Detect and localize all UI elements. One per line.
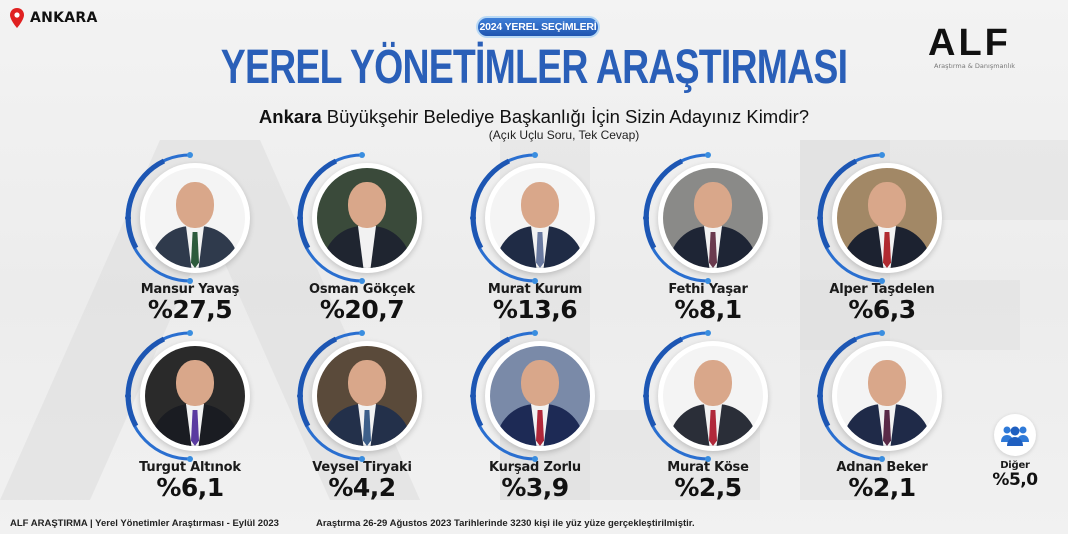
candidate-percentage: %2,5	[674, 473, 742, 502]
other-card: Diğer %5,0	[990, 414, 1040, 489]
candidate-name: Kurşad Zorlu	[489, 460, 581, 475]
candidate-card: Murat Köse %2,5	[628, 330, 788, 501]
candidate-percentage: %3,9	[501, 473, 569, 502]
other-label: Diğer	[1000, 460, 1030, 471]
election-badge: 2024 YEREL SEÇİMLERİ	[476, 16, 600, 38]
arc-decoration-icon	[297, 152, 365, 284]
photo-ring	[642, 330, 774, 462]
photo-ring	[296, 330, 428, 462]
candidate-percentage: %6,3	[848, 295, 916, 324]
arc-decoration-icon	[817, 330, 885, 462]
candidate-name: Murat Kurum	[487, 282, 583, 297]
candidate-card: Osman Gökçek %20,7	[282, 152, 442, 323]
location-label: ANKARA	[30, 10, 98, 26]
candidate-percentage: %8,1	[674, 295, 742, 324]
photo-ring	[642, 152, 774, 284]
portrait	[317, 168, 417, 268]
candidate-photo	[140, 341, 250, 451]
candidate-name: Osman Gökçek	[309, 282, 415, 297]
portrait	[490, 346, 590, 446]
question-text: Büyükşehir Belediye Başkanlığı İçin Sizi…	[326, 106, 810, 127]
candidate-card: Murat Kurum %13,6	[455, 152, 615, 323]
footer-source: ALF ARAŞTIRMA | Yerel Yönetimler Araştır…	[10, 518, 279, 529]
arc-decoration-icon	[470, 330, 538, 462]
candidate-card: Alper Taşdelen %6,3	[802, 152, 962, 323]
candidate-percentage: %4,2	[328, 473, 396, 502]
candidate-percentage: %13,6	[492, 295, 578, 324]
arc-decoration-icon	[125, 152, 193, 284]
brand-name: ALF	[928, 22, 1011, 64]
question-note: (Açık Uçlu Soru, Tek Cevap)	[488, 128, 640, 142]
candidate-photo	[140, 163, 250, 273]
candidate-photo	[312, 341, 422, 451]
candidate-photo	[312, 163, 422, 273]
candidate-photo	[832, 341, 942, 451]
candidate-card: Kurşad Zorlu %3,9	[455, 330, 615, 501]
candidate-photo	[485, 341, 595, 451]
candidate-name: Veysel Tiryaki	[312, 460, 412, 475]
other-percentage: %5,0	[992, 470, 1038, 490]
portrait	[145, 168, 245, 268]
candidate-name: Turgut Altınok	[139, 460, 241, 475]
candidate-card: Veysel Tiryaki %4,2	[282, 330, 442, 501]
portrait	[837, 168, 937, 268]
portrait	[317, 346, 417, 446]
portrait	[663, 346, 763, 446]
candidate-percentage: %27,5	[147, 295, 233, 324]
arc-decoration-icon	[643, 152, 711, 284]
location-tag: ANKARA	[10, 8, 98, 28]
portrait	[837, 346, 937, 446]
arc-decoration-icon	[125, 330, 193, 462]
portrait	[145, 346, 245, 446]
page-title: YEREL YÖNETİMLER ARAŞTIRMASI	[220, 41, 848, 94]
candidate-percentage: %20,7	[319, 295, 405, 324]
arc-decoration-icon	[297, 330, 365, 462]
candidate-name: Fethi Yaşar	[668, 282, 748, 297]
question-city: Ankara	[258, 106, 322, 127]
photo-ring	[124, 330, 256, 462]
photo-ring	[469, 152, 601, 284]
arc-decoration-icon	[470, 152, 538, 284]
candidate-photo	[832, 163, 942, 273]
candidate-name: Alper Taşdelen	[829, 282, 935, 297]
arc-decoration-icon	[817, 152, 885, 284]
photo-ring	[816, 330, 948, 462]
candidate-percentage: %2,1	[848, 473, 916, 502]
survey-question: Ankara Büyükşehir Belediye Başkanlığı İç…	[0, 106, 1068, 128]
candidate-name: Adnan Beker	[836, 460, 928, 475]
brand-tagline: Araştırma & Danışmanlık	[934, 62, 1016, 70]
photo-ring	[296, 152, 428, 284]
brand-logo: ALF Araştırma & Danışmanlık	[928, 24, 1048, 70]
arc-decoration-icon	[643, 330, 711, 462]
photo-ring	[816, 152, 948, 284]
candidate-photo	[658, 341, 768, 451]
candidate-card: Fethi Yaşar %8,1	[628, 152, 788, 323]
candidate-name: Mansur Yavaş	[140, 282, 240, 297]
footer-methodology: Araştırma 26-29 Ağustos 2023 Tarihlerind…	[316, 518, 695, 529]
map-pin-icon	[10, 8, 24, 28]
candidate-photo	[658, 163, 768, 273]
candidate-photo	[485, 163, 595, 273]
candidate-card: Mansur Yavaş %27,5	[110, 152, 270, 323]
candidate-card: Turgut Altınok %6,1	[110, 330, 270, 501]
group-icon	[994, 414, 1036, 456]
candidate-card: Adnan Beker %2,1	[802, 330, 962, 501]
photo-ring	[124, 152, 256, 284]
photo-ring	[469, 330, 601, 462]
candidate-name: Murat Köse	[667, 460, 749, 475]
portrait	[490, 168, 590, 268]
portrait	[663, 168, 763, 268]
candidate-percentage: %6,1	[156, 473, 224, 502]
